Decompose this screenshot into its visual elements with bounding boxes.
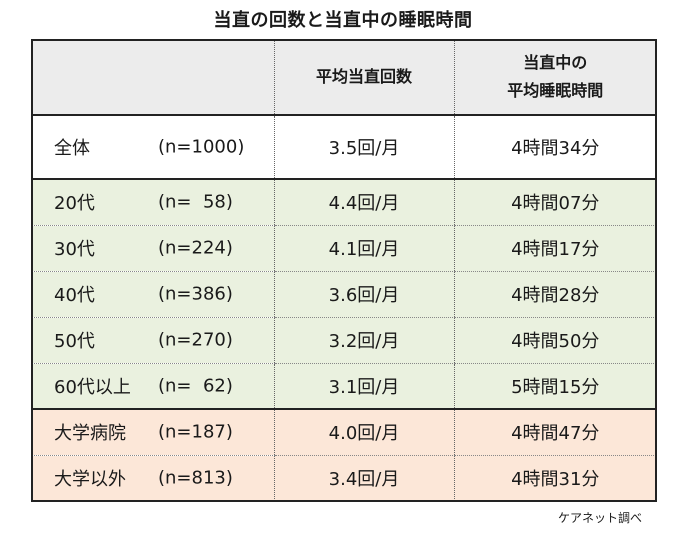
row-name: 大学病院 <box>54 423 126 445</box>
row-label: 全体 (n=1000) <box>32 115 274 180</box>
row-label: 50代 (n=270) <box>32 317 274 364</box>
row-sample-size: (n= 58) <box>158 191 233 213</box>
header-avg-sleep: 当直中の 平均睡眠時間 <box>453 40 656 116</box>
row-label: 大学病院 (n=187) <box>32 409 274 456</box>
row-label: 20代 (n= 58) <box>32 179 274 226</box>
row-name: 大学以外 <box>54 469 126 491</box>
row-label: 30代 (n=224) <box>32 225 274 272</box>
row-name: 60代以上 <box>54 376 131 398</box>
row-label: 大学以外 (n=813) <box>32 455 274 501</box>
row-sleep: 5時間15分 <box>453 363 656 410</box>
row-count: 4.0回/月 <box>273 409 454 456</box>
row-count: 3.2回/月 <box>273 317 454 364</box>
table-row: 全体 (n=1000) 3.5回/月 4時間34分 <box>32 115 656 180</box>
row-sample-size: (n=1000) <box>158 136 245 158</box>
row-label: 60代以上 (n= 62) <box>32 363 274 410</box>
table-row: 大学病院 (n=187) 4.0回/月 4時間47分 <box>32 409 656 456</box>
table-row: 大学以外 (n=813) 3.4回/月 4時間31分 <box>32 455 656 501</box>
row-count: 4.1回/月 <box>273 225 454 272</box>
row-sample-size: (n=270) <box>158 329 233 351</box>
table-row: 50代 (n=270) 3.2回/月 4時間50分 <box>32 317 656 364</box>
row-name: 30代 <box>54 239 95 260</box>
row-sleep: 4時間50分 <box>453 317 656 364</box>
table-row: 20代 (n= 58) 4.4回/月 4時間07分 <box>32 179 656 226</box>
table-row: 40代 (n=386) 3.6回/月 4時間28分 <box>32 271 656 318</box>
row-sleep: 4時間17分 <box>453 225 656 272</box>
table-row: 60代以上 (n= 62) 3.1回/月 5時間15分 <box>32 363 656 410</box>
row-sample-size: (n=187) <box>158 421 233 443</box>
header-avg-count: 平均当直回数 <box>273 40 454 116</box>
table-title: 当直の回数と当直中の睡眠時間 <box>213 10 473 31</box>
row-name: 20代 <box>54 193 95 215</box>
row-name: 40代 <box>54 285 95 306</box>
row-sleep: 4時間34分 <box>453 115 656 180</box>
row-sleep: 4時間47分 <box>453 409 656 456</box>
table-row: 30代 (n=224) 4.1回/月 4時間17分 <box>32 225 656 272</box>
row-label: 40代 (n=386) <box>32 271 274 318</box>
row-sample-size: (n=813) <box>158 467 233 489</box>
header-avg-sleep-line1: 当直中の <box>523 53 588 72</box>
header-empty-cell <box>32 40 274 116</box>
sleep-table: 平均当直回数 当直中の 平均睡眠時間 全体 (n=1000) 3.5回/月 4時間… <box>31 39 657 502</box>
row-sleep: 4時間07分 <box>453 179 656 226</box>
row-count: 3.5回/月 <box>273 115 454 180</box>
source-note: ケアネット調べ <box>557 511 642 525</box>
row-name: 50代 <box>54 331 95 352</box>
row-count: 3.1回/月 <box>273 363 454 410</box>
row-count: 3.6回/月 <box>273 271 454 318</box>
header-row: 平均当直回数 当直中の 平均睡眠時間 <box>32 40 656 116</box>
row-sleep: 4時間31分 <box>453 455 656 501</box>
row-sample-size: (n=224) <box>158 237 233 259</box>
row-sample-size: (n=386) <box>158 283 233 305</box>
row-sample-size: (n= 62) <box>158 375 233 397</box>
header-avg-sleep-line2: 平均睡眠時間 <box>507 81 604 100</box>
row-sleep: 4時間28分 <box>453 271 656 318</box>
row-count: 4.4回/月 <box>273 179 454 226</box>
row-name: 全体 <box>54 138 90 159</box>
row-count: 3.4回/月 <box>273 455 454 501</box>
